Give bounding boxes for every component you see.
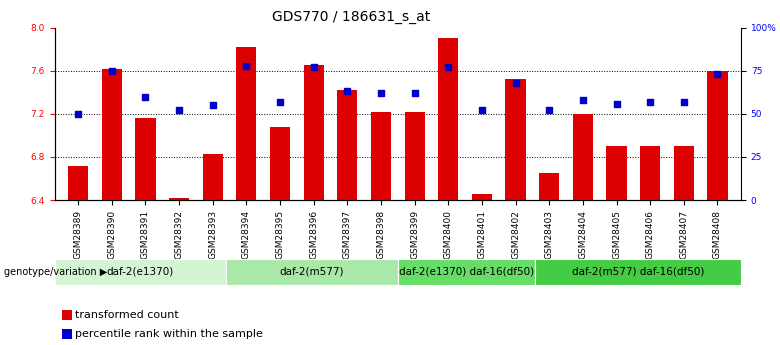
Point xyxy=(442,65,455,70)
Text: genotype/variation ▶: genotype/variation ▶ xyxy=(4,267,107,277)
Bar xyxy=(270,127,290,200)
Bar xyxy=(337,90,357,200)
Bar xyxy=(203,154,223,200)
Text: transformed count: transformed count xyxy=(75,310,179,320)
Point xyxy=(72,111,84,117)
Point xyxy=(105,68,118,73)
Bar xyxy=(539,173,559,200)
Bar xyxy=(68,166,88,200)
Bar xyxy=(236,47,257,200)
Point xyxy=(543,108,555,113)
Bar xyxy=(398,259,535,285)
Bar xyxy=(707,71,728,200)
Point xyxy=(509,80,522,86)
Bar xyxy=(438,38,459,200)
Point xyxy=(374,90,387,96)
Text: daf-2(e1370): daf-2(e1370) xyxy=(107,267,174,277)
Bar xyxy=(674,146,694,200)
Text: daf-2(m577) daf-16(df50): daf-2(m577) daf-16(df50) xyxy=(572,267,704,277)
Point xyxy=(207,102,219,108)
Text: percentile rank within the sample: percentile rank within the sample xyxy=(75,329,263,339)
Bar xyxy=(136,118,155,200)
Bar xyxy=(169,198,190,200)
Bar xyxy=(573,114,593,200)
Bar xyxy=(370,112,391,200)
Point xyxy=(576,97,589,103)
Point xyxy=(139,94,151,99)
Point xyxy=(409,90,421,96)
Text: GDS770 / 186631_s_at: GDS770 / 186631_s_at xyxy=(272,10,430,24)
Bar xyxy=(472,194,492,200)
Point xyxy=(173,108,186,113)
Bar xyxy=(101,69,122,200)
Bar xyxy=(55,259,226,285)
Point xyxy=(341,89,353,94)
Bar xyxy=(303,65,324,200)
Point xyxy=(678,99,690,105)
Point xyxy=(644,99,657,105)
Point xyxy=(711,71,724,77)
Point xyxy=(476,108,488,113)
Bar xyxy=(226,259,398,285)
Point xyxy=(240,63,253,68)
Text: daf-2(e1370) daf-16(df50): daf-2(e1370) daf-16(df50) xyxy=(399,267,534,277)
Bar xyxy=(535,259,741,285)
Bar xyxy=(640,146,660,200)
Bar xyxy=(405,112,425,200)
Text: daf-2(m577): daf-2(m577) xyxy=(280,267,344,277)
Point xyxy=(610,101,622,106)
Bar xyxy=(606,146,626,200)
Point xyxy=(274,99,286,105)
Bar xyxy=(505,79,526,200)
Point xyxy=(307,65,320,70)
